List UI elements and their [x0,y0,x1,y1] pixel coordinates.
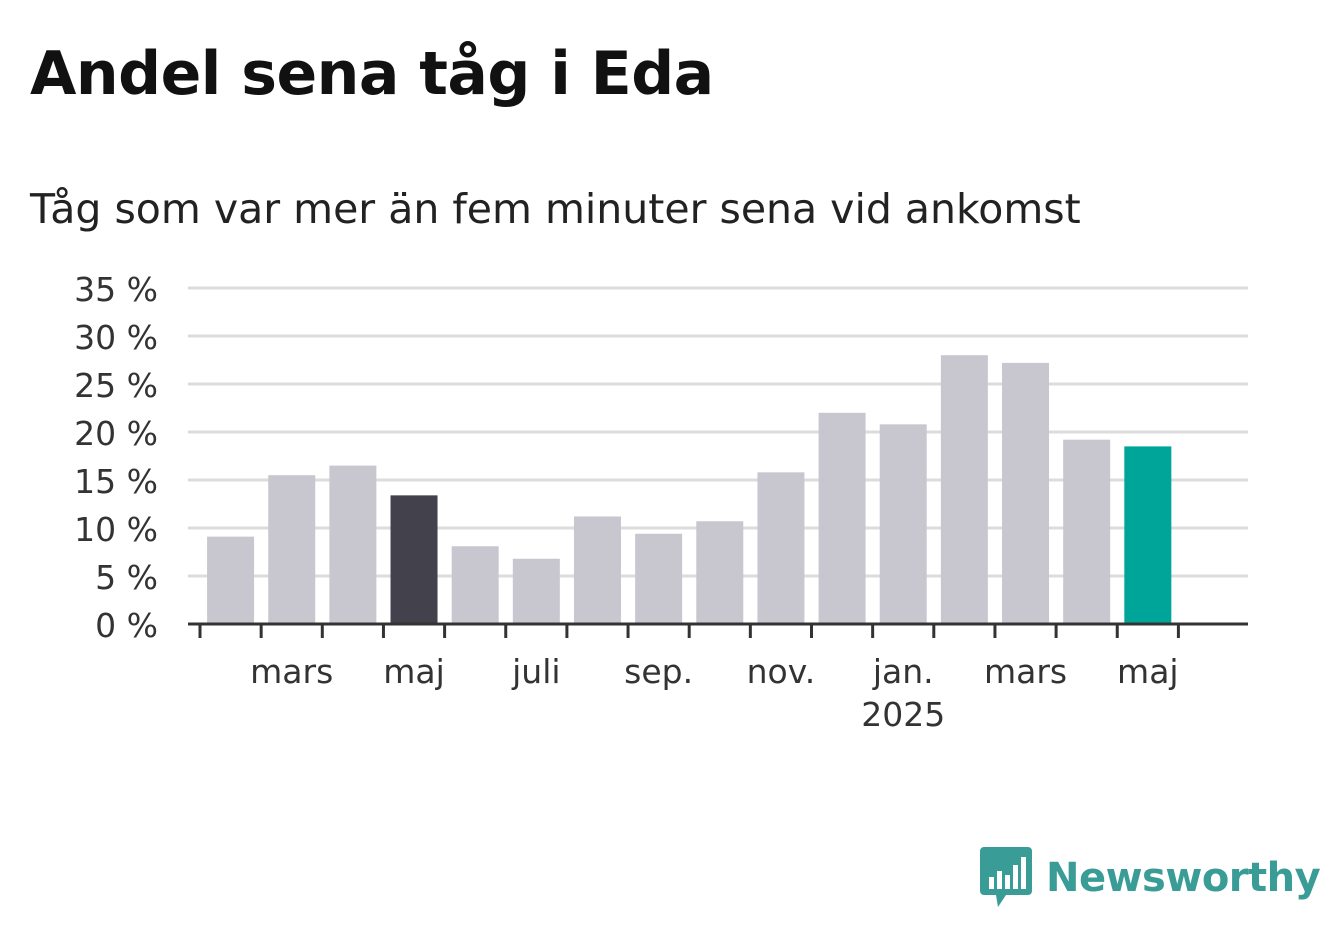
y-tick-label: 25 % [74,366,158,405]
newsworthy-logo-icon [980,847,1032,907]
bar-2024-08 [573,516,621,624]
brand-name: Newsworthy [1046,855,1321,901]
x-tick-label: mars [250,652,333,691]
bar-2025-03 [1002,362,1050,624]
bar-2025-04 [1063,439,1111,624]
y-tick-label: 15 % [74,462,158,501]
x-tick-label: mars [984,652,1067,691]
bar-2024-04 [329,465,377,624]
bar-2024-09 [635,533,683,624]
x-tick-label: nov. [747,652,816,691]
bar-2024-11 [757,472,805,624]
y-tick-label: 5 % [95,558,158,597]
y-tick-label: 0 % [95,606,158,645]
chart-subtitle: Tåg som var mer än fem minuter sena vid … [30,185,1081,233]
x-tick-sublabel: 2025 [861,695,945,734]
x-tick-label: maj [1117,652,1179,691]
y-tick-label: 30 % [74,318,158,357]
y-tick-label: 20 % [74,414,158,453]
bar-2025-01 [879,424,927,624]
bar-2024-10 [696,521,744,624]
x-tick-label: juli [511,652,560,691]
x-tick-label: jan. [872,652,934,691]
tick-labels: 35 % 30 % 25 % 20 % 15 % 10 % 5 % 0 % mars maj jul… [74,270,1178,734]
bar-2024-07 [512,558,560,624]
y-tick-label: 35 % [74,270,158,309]
x-tick-label: maj [383,652,445,691]
y-tick-label: 10 % [74,510,158,549]
bar-2024-03 [268,475,316,624]
bar-2024-05 [390,495,438,624]
axes [188,622,1248,638]
bar-2025-02 [940,355,988,624]
bars [207,355,1172,624]
x-tick-label: sep. [624,652,693,691]
bar-2024-02 [207,536,255,624]
chart-title: Andel sena tåg i Eda [30,39,714,109]
bar-2025-05 [1124,446,1172,624]
brand-logo: Newsworthy [980,846,1321,910]
bar-2024-12 [818,412,866,624]
bar-2024-06 [451,546,499,624]
